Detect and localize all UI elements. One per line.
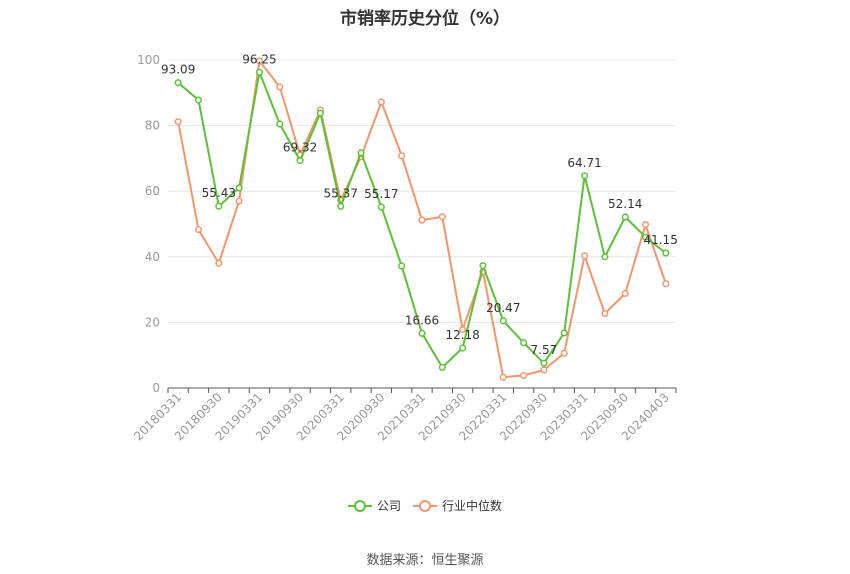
legend: 公司 行业中位数 bbox=[348, 498, 502, 513]
x-axis: 2018033120180930201903312019093020200331… bbox=[131, 387, 677, 443]
data-point bbox=[499, 317, 507, 325]
legend-label: 公司 bbox=[377, 499, 401, 513]
data-label: 16.66 bbox=[405, 313, 439, 327]
data-point bbox=[520, 339, 528, 347]
data-point bbox=[621, 213, 629, 221]
data-point bbox=[499, 373, 507, 381]
data-point bbox=[438, 213, 446, 221]
data-point bbox=[337, 202, 345, 210]
y-tick-label: 0 bbox=[152, 381, 160, 395]
data-point bbox=[601, 309, 609, 318]
data-point bbox=[662, 280, 670, 288]
data-label: 69.32 bbox=[283, 141, 317, 155]
data-label: 96.25 bbox=[242, 52, 276, 66]
data-point bbox=[641, 221, 650, 229]
data-point bbox=[194, 226, 203, 234]
data-label: 20.47 bbox=[486, 301, 520, 315]
legend-item-industry-median[interactable]: 行业中位数 bbox=[413, 498, 502, 513]
data-point bbox=[357, 149, 365, 157]
data-point bbox=[398, 152, 406, 160]
data-point bbox=[296, 157, 304, 165]
data-point bbox=[418, 329, 426, 337]
data-point bbox=[418, 216, 426, 224]
data-point bbox=[235, 184, 243, 192]
data-point bbox=[662, 249, 670, 257]
data-point bbox=[276, 120, 284, 128]
data-point bbox=[235, 197, 243, 205]
data-point bbox=[459, 326, 467, 334]
legend-marker-icon bbox=[354, 500, 366, 512]
data-point bbox=[276, 83, 284, 91]
data-point bbox=[641, 233, 650, 241]
data-point bbox=[560, 329, 568, 337]
data-point bbox=[255, 57, 263, 65]
grid-lines bbox=[168, 59, 676, 323]
data-label: 7.57 bbox=[531, 343, 558, 357]
y-tick-label: 100 bbox=[137, 53, 160, 67]
series-layer bbox=[174, 57, 670, 381]
data-point bbox=[215, 202, 223, 210]
data-point bbox=[215, 259, 223, 267]
data-source: 数据来源：恒生聚源 bbox=[366, 553, 484, 568]
y-tick-label: 20 bbox=[145, 315, 160, 329]
data-point bbox=[194, 96, 203, 104]
data-point bbox=[174, 118, 182, 126]
y-tick-label: 40 bbox=[145, 250, 160, 264]
data-point bbox=[520, 371, 528, 380]
legend-label: 行业中位数 bbox=[442, 498, 502, 513]
data-label: 52.14 bbox=[608, 197, 642, 211]
data-point bbox=[560, 349, 568, 357]
data-point bbox=[540, 359, 548, 367]
data-point bbox=[398, 262, 406, 270]
legend-item-company[interactable]: 公司 bbox=[348, 499, 401, 513]
data-label: 93.09 bbox=[161, 63, 195, 77]
data-point bbox=[255, 68, 263, 76]
chart-title: 市销率历史分位（%） bbox=[339, 9, 511, 29]
data-point bbox=[438, 363, 446, 371]
y-tick-label: 80 bbox=[145, 119, 160, 133]
data-label: 41.15 bbox=[643, 233, 677, 247]
data-point bbox=[174, 79, 182, 87]
data-point bbox=[459, 344, 467, 352]
data-point bbox=[601, 253, 609, 261]
y-tick-label: 60 bbox=[145, 184, 160, 198]
data-label: 64.71 bbox=[567, 156, 601, 170]
data-point bbox=[581, 252, 589, 260]
data-label: 55.37 bbox=[324, 186, 358, 200]
data-point bbox=[621, 289, 629, 298]
data-point bbox=[540, 366, 548, 374]
data-point bbox=[581, 172, 589, 180]
data-point bbox=[479, 262, 487, 270]
y-axis: 0 20 40 60 80 100 bbox=[137, 53, 160, 395]
data-label: 55.17 bbox=[364, 187, 398, 201]
data-label: 55.43 bbox=[202, 186, 236, 200]
data-label: 12.18 bbox=[445, 328, 479, 342]
data-point bbox=[377, 203, 385, 211]
legend-marker-icon bbox=[419, 500, 431, 512]
data-point bbox=[316, 109, 324, 117]
data-point bbox=[377, 98, 385, 106]
data-labels: 93.09 55.43 96.25 69.32 55.37 55.17 16.66 12.18… bbox=[161, 52, 678, 357]
